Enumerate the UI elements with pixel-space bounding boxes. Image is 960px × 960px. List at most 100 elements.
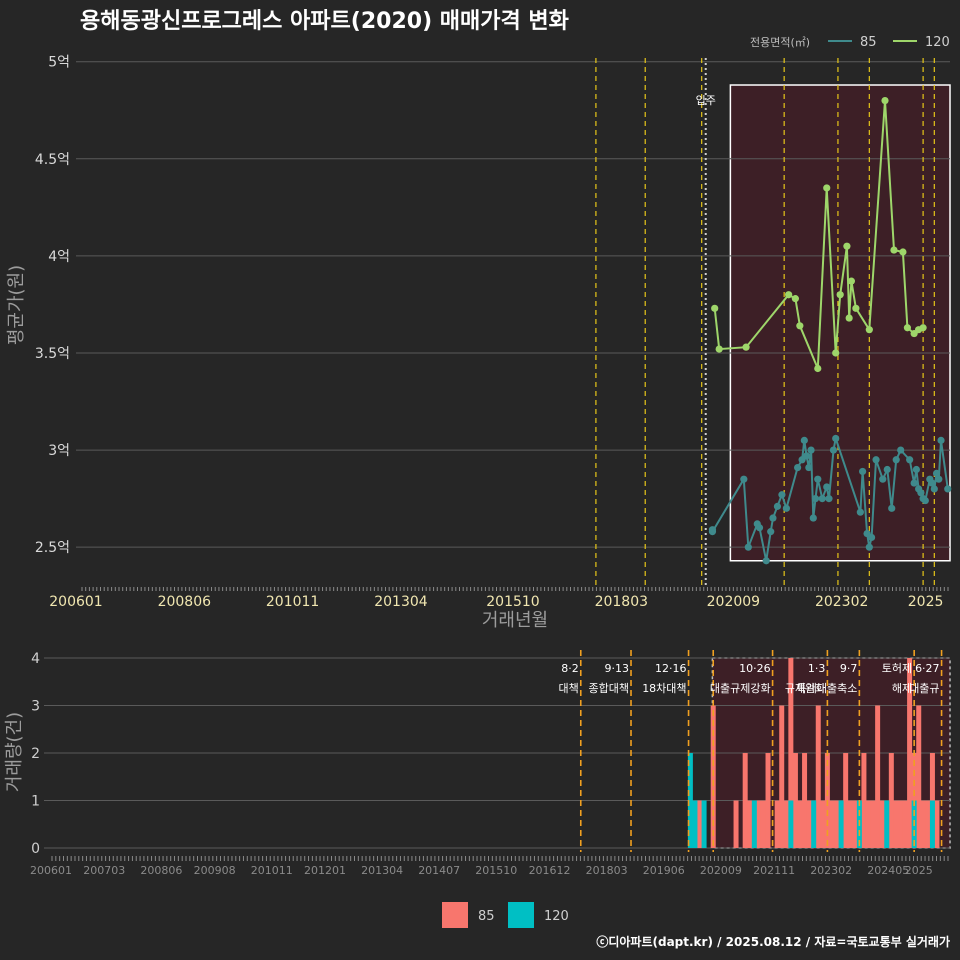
price-point-120 bbox=[847, 277, 855, 285]
price-event-label: 입주 bbox=[696, 94, 716, 107]
price-x-tick-label: 202302 bbox=[815, 594, 868, 610]
price-point-120 bbox=[919, 324, 927, 332]
price-point-85 bbox=[832, 434, 840, 443]
volume-bar-85 bbox=[802, 753, 808, 848]
price-point-85 bbox=[932, 469, 941, 477]
price-x-tick-label: 202009 bbox=[707, 594, 760, 610]
price-point-85 bbox=[829, 446, 838, 454]
volume-x-tick-label: 202405 bbox=[867, 864, 909, 877]
price-point-85 bbox=[755, 524, 764, 532]
price-x-tick-label: 201304 bbox=[374, 594, 428, 610]
volume-bar-85 bbox=[888, 753, 894, 848]
price-point-85 bbox=[778, 491, 786, 499]
price-point-120 bbox=[791, 295, 799, 303]
price-point-85 bbox=[921, 496, 929, 505]
price-legend-title: 전용면적(㎡) bbox=[750, 36, 810, 49]
price-x-tick-label: 200806 bbox=[158, 594, 212, 610]
volume-y-axis-label: 거래량(건) bbox=[4, 712, 25, 792]
volume-bar-85 bbox=[742, 753, 748, 848]
price-point-120 bbox=[836, 291, 844, 299]
price-point-85 bbox=[767, 528, 775, 536]
volume-bar-85 bbox=[697, 800, 703, 848]
price-point-85 bbox=[762, 557, 770, 565]
price-x-tick-label: 201510 bbox=[486, 594, 539, 610]
price-point-85 bbox=[937, 436, 945, 444]
price-point-85 bbox=[912, 465, 920, 474]
volume-bar-85 bbox=[792, 753, 798, 848]
legend-swatch-120 bbox=[508, 902, 534, 928]
price-point-120 bbox=[899, 248, 907, 256]
volume-y-tick-label: 4 bbox=[31, 651, 40, 667]
volume-x-tick-label: 200806 bbox=[140, 864, 182, 877]
volume-bar-85 bbox=[897, 800, 903, 848]
source-footer: ⓒ디아파트(dapt.kr) / 2025.08.12 / 자료=국토교통부 실… bbox=[596, 934, 950, 949]
volume-bar-85 bbox=[865, 800, 871, 848]
volume-bar-85 bbox=[875, 705, 881, 848]
volume-legend-label-120: 120 bbox=[544, 909, 569, 924]
volume-bar-85 bbox=[934, 800, 940, 848]
volume-bar-85 bbox=[907, 658, 913, 848]
volume-bar-85 bbox=[879, 800, 885, 848]
price-point-85 bbox=[807, 446, 815, 454]
volume-bar-120 bbox=[751, 800, 757, 848]
price-point-120 bbox=[832, 349, 840, 357]
price-point-120 bbox=[742, 343, 750, 351]
price-point-85 bbox=[930, 485, 938, 493]
volume-event-name: 규제완화 bbox=[785, 682, 825, 695]
price-x-axis-label: 거래년월 bbox=[482, 610, 548, 631]
volume-bar-85 bbox=[861, 753, 867, 848]
volume-bar-85 bbox=[820, 800, 826, 848]
volume-event-date: 9·7 bbox=[840, 662, 858, 675]
volume-y-ticks: 0 1 2 3 4 bbox=[31, 651, 40, 857]
price-point-85 bbox=[818, 495, 826, 503]
volume-bar-120 bbox=[811, 800, 817, 848]
volume-event-name: 대출규제강화 bbox=[710, 682, 771, 695]
price-point-85 bbox=[814, 475, 822, 483]
price-point-85 bbox=[811, 495, 820, 503]
volume-bar-85 bbox=[870, 800, 876, 848]
volume-x-tick-label: 201201 bbox=[304, 864, 346, 877]
price-point-85 bbox=[883, 465, 891, 474]
price-point-85 bbox=[872, 456, 880, 464]
price-point-85 bbox=[935, 475, 943, 483]
chart-title: 용해동광신프로그레스 아파트(2020) 매매가격 변화 bbox=[80, 9, 569, 34]
price-y-tick-label: 5억 bbox=[48, 55, 70, 71]
price-point-85 bbox=[944, 485, 952, 493]
price-point-85 bbox=[867, 533, 876, 542]
price-point-120 bbox=[843, 242, 851, 250]
volume-x-ticks: 200601 200703 200806 200908 201011 201201 2013… bbox=[30, 856, 949, 877]
price-point-85 bbox=[740, 475, 748, 483]
volume-bar-85 bbox=[834, 800, 840, 848]
volume-bar-120 bbox=[838, 800, 844, 848]
volume-x-tick-label: 201803 bbox=[586, 864, 628, 877]
volume-y-tick-label: 1 bbox=[31, 794, 40, 810]
price-point-120 bbox=[823, 184, 831, 192]
volume-bar-85 bbox=[847, 800, 853, 848]
price-point-85 bbox=[823, 483, 831, 491]
price-point-85 bbox=[809, 514, 817, 522]
volume-legend: 85 120 bbox=[442, 902, 569, 928]
volume-x-tick-label: 200703 bbox=[83, 864, 125, 877]
volume-x-tick-label: 201011 bbox=[251, 864, 293, 877]
price-point-120 bbox=[865, 326, 873, 334]
volume-x-tick-label: 200601 bbox=[30, 864, 72, 877]
volume-x-tick-label: 202111 bbox=[753, 864, 795, 877]
volume-event-name: 대책 bbox=[559, 682, 579, 695]
volume-bar-85 bbox=[829, 800, 835, 848]
volume-bar-85 bbox=[797, 800, 803, 848]
volume-bar-85 bbox=[852, 800, 858, 848]
price-point-85 bbox=[897, 446, 905, 454]
price-y-ticks: 2.5억 3억 3.5억 4억 4.5억 5억 bbox=[35, 55, 70, 556]
price-point-85 bbox=[910, 479, 918, 487]
price-point-85 bbox=[794, 463, 802, 472]
volume-bar-85 bbox=[783, 800, 789, 848]
legend-label-85: 85 bbox=[860, 35, 877, 50]
volume-bar-120 bbox=[929, 800, 935, 848]
price-y-tick-label: 2.5억 bbox=[35, 540, 70, 556]
price-series bbox=[708, 96, 952, 565]
volume-bar-85 bbox=[806, 800, 812, 848]
price-point-120 bbox=[814, 364, 822, 373]
volume-bar-120 bbox=[687, 753, 693, 848]
price-point-85 bbox=[825, 495, 833, 503]
volume-event-name: 특례대출축소 bbox=[797, 682, 858, 695]
